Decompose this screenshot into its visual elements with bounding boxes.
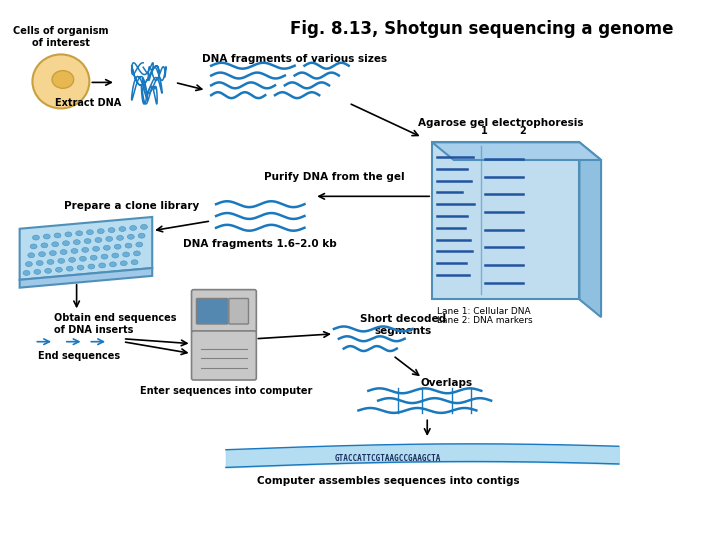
Ellipse shape: [82, 247, 89, 252]
Polygon shape: [580, 143, 601, 317]
Ellipse shape: [32, 55, 89, 109]
Ellipse shape: [36, 261, 43, 266]
Text: Enter sequences into computer: Enter sequences into computer: [140, 386, 312, 396]
Ellipse shape: [25, 262, 32, 267]
Ellipse shape: [136, 242, 143, 247]
Text: Fig. 8.13, Shotgun sequencing a genome: Fig. 8.13, Shotgun sequencing a genome: [289, 19, 673, 38]
FancyBboxPatch shape: [229, 299, 248, 324]
Ellipse shape: [41, 243, 48, 248]
Text: Lane 2: DNA markers: Lane 2: DNA markers: [437, 316, 533, 325]
Ellipse shape: [54, 233, 61, 238]
Ellipse shape: [50, 251, 56, 255]
Ellipse shape: [43, 234, 50, 239]
Ellipse shape: [86, 230, 94, 235]
Ellipse shape: [114, 244, 121, 249]
Ellipse shape: [66, 266, 73, 271]
Text: 1: 1: [481, 126, 487, 137]
Ellipse shape: [79, 256, 86, 261]
Ellipse shape: [52, 242, 58, 247]
Ellipse shape: [45, 268, 52, 273]
Ellipse shape: [106, 237, 112, 241]
Ellipse shape: [28, 253, 35, 258]
Ellipse shape: [125, 243, 132, 248]
Ellipse shape: [32, 235, 40, 240]
Ellipse shape: [104, 245, 110, 250]
Ellipse shape: [58, 259, 65, 264]
Text: Lane 1: Cellular DNA: Lane 1: Cellular DNA: [437, 307, 531, 316]
Text: DNA fragments 1.6–2.0 kb: DNA fragments 1.6–2.0 kb: [184, 239, 337, 248]
Ellipse shape: [97, 229, 104, 234]
Text: Extract DNA: Extract DNA: [55, 98, 122, 108]
Ellipse shape: [68, 258, 76, 262]
Ellipse shape: [133, 251, 140, 256]
FancyBboxPatch shape: [197, 299, 228, 324]
Text: Agarose gel electrophoresis: Agarose gel electrophoresis: [418, 118, 584, 127]
Ellipse shape: [60, 249, 67, 254]
Ellipse shape: [84, 239, 91, 244]
Ellipse shape: [77, 265, 84, 270]
Text: 2: 2: [519, 126, 526, 137]
Ellipse shape: [73, 240, 80, 245]
Ellipse shape: [112, 253, 119, 258]
Text: GTACCATTCGTAAGCCGAAGCTA: GTACCATTCGTAAGCCGAAGCTA: [335, 454, 441, 463]
Polygon shape: [432, 143, 601, 160]
Text: Short decoded
segments: Short decoded segments: [359, 314, 446, 336]
Ellipse shape: [119, 227, 126, 232]
Text: Purify DNA from the gel: Purify DNA from the gel: [264, 172, 404, 181]
Ellipse shape: [63, 241, 69, 246]
Polygon shape: [432, 143, 580, 300]
Ellipse shape: [95, 238, 102, 242]
Ellipse shape: [88, 264, 95, 269]
Ellipse shape: [109, 262, 117, 267]
Ellipse shape: [39, 252, 45, 256]
Text: DNA fragments of various sizes: DNA fragments of various sizes: [202, 54, 387, 64]
Text: Prepare a clone library: Prepare a clone library: [64, 201, 199, 211]
Ellipse shape: [76, 231, 83, 236]
Text: End sequences: End sequences: [37, 350, 120, 361]
Text: Computer assembles sequences into contigs: Computer assembles sequences into contig…: [256, 476, 519, 486]
Ellipse shape: [140, 225, 148, 230]
Ellipse shape: [30, 244, 37, 249]
Ellipse shape: [122, 252, 130, 257]
Polygon shape: [19, 268, 152, 288]
Ellipse shape: [90, 255, 97, 260]
Ellipse shape: [101, 254, 108, 259]
FancyBboxPatch shape: [192, 331, 256, 380]
Ellipse shape: [52, 71, 73, 89]
Ellipse shape: [138, 233, 145, 238]
Ellipse shape: [93, 246, 99, 251]
Text: Obtain end sequences
of DNA inserts: Obtain end sequences of DNA inserts: [54, 313, 176, 335]
Ellipse shape: [34, 269, 41, 274]
Ellipse shape: [65, 232, 72, 237]
Polygon shape: [19, 217, 152, 280]
Ellipse shape: [47, 260, 54, 265]
Ellipse shape: [120, 261, 127, 266]
Ellipse shape: [131, 260, 138, 265]
Ellipse shape: [108, 228, 115, 233]
FancyBboxPatch shape: [192, 289, 256, 333]
Ellipse shape: [130, 226, 137, 231]
Ellipse shape: [55, 267, 63, 272]
Ellipse shape: [127, 234, 134, 239]
Text: Overlaps: Overlaps: [420, 378, 473, 388]
Ellipse shape: [117, 235, 123, 240]
Text: Cells of organism
of interest: Cells of organism of interest: [13, 26, 109, 48]
Ellipse shape: [99, 263, 106, 268]
Ellipse shape: [23, 271, 30, 275]
Ellipse shape: [71, 248, 78, 253]
